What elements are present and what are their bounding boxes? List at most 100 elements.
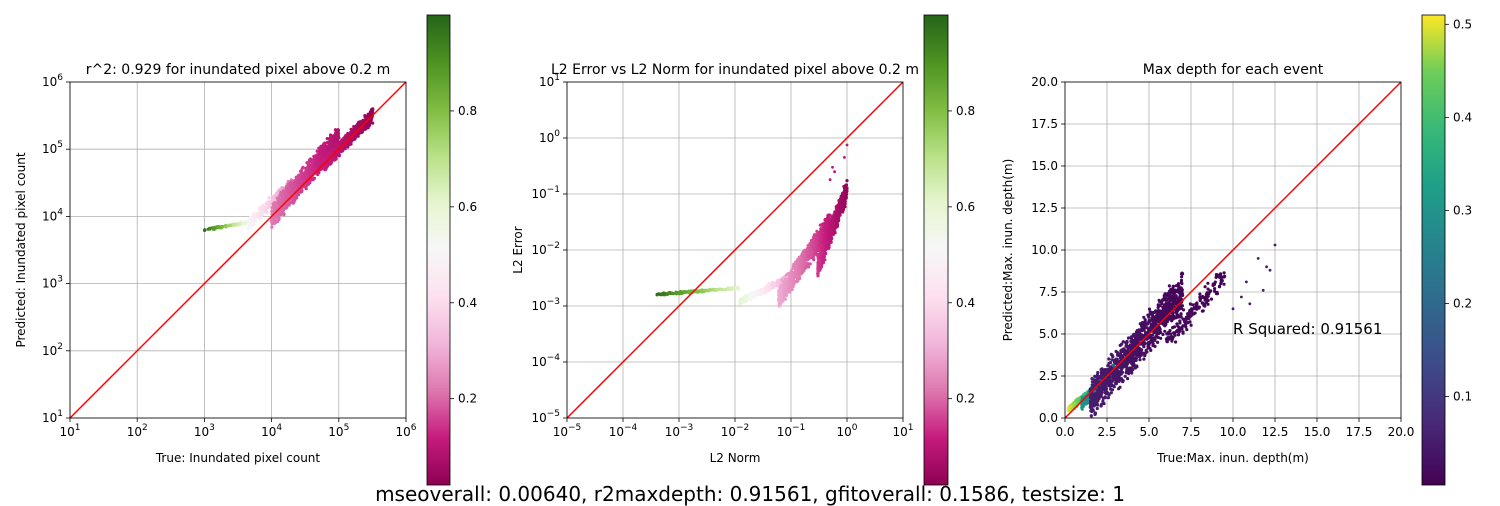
data-point bbox=[1126, 341, 1129, 344]
data-point bbox=[827, 213, 830, 216]
data-point bbox=[300, 189, 303, 192]
data-point bbox=[316, 173, 319, 176]
y-tick-label: 103 bbox=[42, 275, 63, 291]
data-point bbox=[683, 291, 686, 294]
data-point bbox=[800, 266, 803, 269]
x-tick-label: 10−5 bbox=[553, 423, 582, 439]
data-point bbox=[798, 256, 801, 259]
colorbar-tick-label: 0.2 bbox=[956, 392, 975, 406]
colorbar-gradient bbox=[924, 15, 948, 485]
data-point bbox=[1159, 328, 1162, 331]
y-tick-label: 102 bbox=[42, 342, 63, 358]
data-point bbox=[266, 201, 269, 204]
x-tick-label: 15.0 bbox=[1304, 425, 1331, 439]
outlier-point bbox=[846, 144, 849, 147]
data-point bbox=[270, 226, 273, 229]
data-point bbox=[817, 263, 820, 266]
data-point bbox=[319, 153, 322, 156]
data-point bbox=[268, 196, 271, 199]
data-point bbox=[696, 289, 699, 292]
chart-title: r^2: 0.929 for inundated pixel above 0.2… bbox=[86, 62, 391, 78]
data-point bbox=[287, 184, 290, 187]
data-point bbox=[1167, 291, 1170, 294]
data-point bbox=[1121, 354, 1124, 357]
data-point bbox=[335, 135, 338, 138]
data-point bbox=[805, 258, 808, 261]
data-point bbox=[790, 280, 793, 283]
data-point bbox=[1164, 302, 1167, 305]
data-point bbox=[274, 194, 277, 197]
data-point bbox=[806, 250, 809, 253]
data-point bbox=[217, 225, 220, 228]
data-point bbox=[319, 145, 322, 148]
data-point bbox=[363, 115, 366, 118]
data-point bbox=[819, 251, 822, 254]
data-point bbox=[1081, 408, 1084, 411]
data-point bbox=[332, 134, 335, 137]
data-point bbox=[747, 297, 750, 300]
data-point bbox=[800, 260, 803, 263]
data-point bbox=[830, 238, 833, 241]
data-point bbox=[1180, 275, 1183, 278]
data-point bbox=[1101, 400, 1104, 403]
data-point bbox=[827, 247, 830, 250]
data-point bbox=[1156, 341, 1159, 344]
data-point bbox=[1159, 304, 1162, 307]
x-tick-label: 10−4 bbox=[609, 423, 638, 439]
data-point bbox=[272, 204, 275, 207]
data-point bbox=[1148, 308, 1151, 311]
data-point bbox=[715, 288, 718, 291]
data-point bbox=[1121, 371, 1124, 374]
y-tick-label: 100 bbox=[539, 129, 560, 145]
y-tick-label: 2.5 bbox=[1039, 369, 1058, 383]
data-point bbox=[348, 133, 351, 136]
data-point bbox=[791, 267, 794, 270]
outlier-point bbox=[831, 166, 834, 169]
data-point bbox=[1127, 336, 1130, 339]
data-point bbox=[779, 302, 782, 305]
data-point bbox=[326, 156, 329, 159]
data-point bbox=[1097, 377, 1100, 380]
data-point bbox=[811, 242, 814, 245]
data-point bbox=[708, 288, 711, 291]
data-point bbox=[1118, 386, 1121, 389]
data-point bbox=[275, 206, 278, 209]
data-point bbox=[1151, 311, 1154, 314]
data-point bbox=[271, 222, 274, 225]
data-point bbox=[1111, 380, 1114, 383]
data-point bbox=[706, 289, 709, 292]
data-point bbox=[1081, 404, 1084, 407]
data-point bbox=[214, 227, 217, 230]
x-tick-label: 102 bbox=[127, 423, 148, 439]
data-point bbox=[283, 190, 286, 193]
data-point bbox=[203, 229, 206, 232]
data-point bbox=[1176, 297, 1179, 300]
data-point bbox=[824, 224, 827, 227]
data-point bbox=[1155, 314, 1158, 317]
data-point bbox=[1134, 334, 1137, 337]
data-point bbox=[293, 188, 296, 191]
data-point bbox=[836, 209, 839, 212]
data-point bbox=[1157, 336, 1160, 339]
data-point bbox=[227, 224, 230, 227]
data-point bbox=[1086, 398, 1089, 401]
data-point bbox=[1181, 288, 1184, 291]
x-tick-label: 101 bbox=[892, 423, 913, 439]
data-point bbox=[838, 200, 841, 203]
data-point bbox=[305, 161, 308, 164]
data-point bbox=[275, 219, 278, 222]
data-point bbox=[293, 198, 296, 201]
data-point bbox=[1115, 382, 1118, 385]
data-point bbox=[832, 215, 835, 218]
data-point bbox=[1105, 391, 1108, 394]
data-point bbox=[756, 290, 759, 293]
data-point bbox=[841, 194, 844, 197]
data-point bbox=[821, 258, 824, 261]
data-point bbox=[1130, 340, 1133, 343]
data-point bbox=[1155, 320, 1158, 323]
data-point bbox=[353, 126, 356, 129]
data-point bbox=[351, 138, 354, 141]
y-tick-label: 15.0 bbox=[1031, 159, 1058, 173]
data-point bbox=[360, 131, 363, 134]
